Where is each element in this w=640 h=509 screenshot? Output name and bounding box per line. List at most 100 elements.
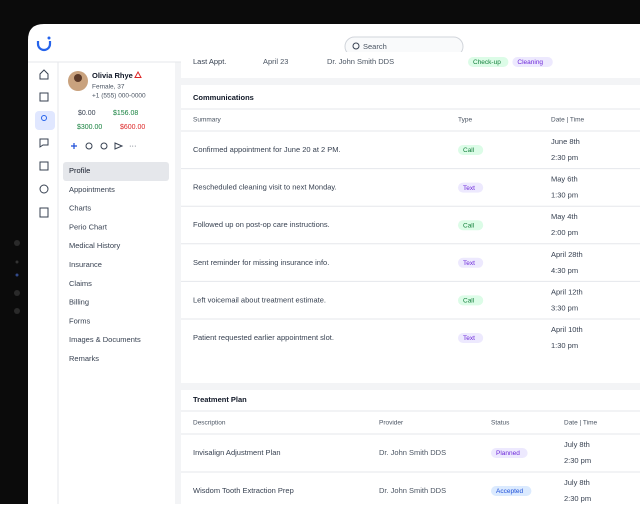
plan-card <box>181 390 640 504</box>
column-header: Date | Time <box>564 420 598 427</box>
summary: Sent reminder for missing insurance info… <box>193 258 329 267</box>
button <box>14 240 20 246</box>
time: 2:00 pm <box>551 228 578 237</box>
appt-card <box>181 52 640 78</box>
send-action[interactable] <box>114 142 124 150</box>
time: 1:30 pm <box>551 341 578 350</box>
nav-item[interactable]: Medical History <box>69 241 121 250</box>
summary: Left voicemail about treatment estimate. <box>193 295 326 304</box>
appt-date: April 23 <box>263 57 288 66</box>
patient-details: Female, 37 <box>92 84 125 91</box>
provider: Dr. John Smith DDS <box>379 486 446 495</box>
column-header: Status <box>491 420 510 427</box>
time: 4:30 pm <box>551 266 578 275</box>
date: May 4th <box>551 212 578 221</box>
home-icon[interactable] <box>39 69 49 80</box>
card-title: Treatment Plan <box>193 395 247 404</box>
nav-active <box>63 162 169 181</box>
tag-label: Text <box>463 335 475 342</box>
nav-item[interactable]: Appointments <box>69 185 115 194</box>
appt-provider: Dr. John Smith DDS <box>327 57 394 66</box>
patient-name: Olivia Rhye <box>92 71 133 80</box>
tag-label: Planned <box>496 450 520 457</box>
date: April 10th <box>551 325 583 334</box>
add-action[interactable] <box>71 143 77 149</box>
tag-label: Text <box>463 185 475 192</box>
more-action[interactable]: ··· <box>129 141 137 150</box>
tag-label: Accepted <box>496 488 523 495</box>
logo-dot <box>47 36 51 40</box>
column-header: Type <box>458 117 472 124</box>
nav-item[interactable]: Claims <box>69 279 92 288</box>
tag <box>458 145 484 155</box>
summary: Patient requested earlier appointment sl… <box>193 333 334 342</box>
tag <box>458 257 484 268</box>
tag <box>512 57 553 67</box>
billing-icon[interactable] <box>39 184 49 194</box>
nav-item[interactable]: Remarks <box>69 354 99 363</box>
chat-icon[interactable] <box>39 138 49 148</box>
button <box>15 260 19 264</box>
nav-item[interactable]: Perio Chart <box>69 222 108 231</box>
tag <box>491 448 528 458</box>
summary: Confirmed appointment for June 20 at 2 P… <box>193 145 341 154</box>
tag-label: Call <box>463 298 475 305</box>
nav-item[interactable]: Forms <box>69 316 90 325</box>
date: May 6th <box>551 175 578 184</box>
tag <box>458 295 484 306</box>
tag-label: Call <box>463 147 475 154</box>
summary: Followed up on post-op care instructions… <box>193 220 330 229</box>
call-action[interactable] <box>100 142 108 150</box>
clipboard-icon[interactable] <box>39 207 49 218</box>
description: Wisdom Tooth Extraction Prep <box>193 486 294 495</box>
patients-icon[interactable] <box>41 115 47 121</box>
calendar-icon[interactable] <box>39 92 49 102</box>
date: July 8th <box>564 478 590 487</box>
time: 1:30 pm <box>551 191 578 200</box>
logo <box>36 41 52 52</box>
column-header: Summary <box>193 117 222 124</box>
time: 3:30 pm <box>551 303 578 312</box>
column-header: Date | Time <box>551 117 585 124</box>
chat-action[interactable] <box>85 142 93 150</box>
date: July 8th <box>564 440 590 449</box>
avatar-hair <box>74 74 82 82</box>
nav-item[interactable]: Charts <box>69 204 91 213</box>
nav-item[interactable]: Profile <box>69 166 90 175</box>
content: Profile Appointments Charts Perio Chart Medi… <box>69 57 640 503</box>
column-header: Description <box>193 420 226 427</box>
alert-icon <box>134 70 142 78</box>
docs-icon[interactable] <box>39 161 49 171</box>
actions: ··· <box>71 141 137 150</box>
search-icon <box>352 42 360 50</box>
tag-label: Call <box>463 222 475 229</box>
appt-label: Last Appt. <box>193 57 226 66</box>
nav-item[interactable]: Images & Documents <box>69 335 141 344</box>
balance: $300.00 <box>77 124 102 131</box>
tag <box>468 57 509 67</box>
nav-item[interactable]: Insurance <box>69 260 102 269</box>
tag <box>458 182 484 193</box>
balance: $0.00 <box>78 110 96 117</box>
nav-item[interactable]: Billing <box>69 298 89 307</box>
date: April 12th <box>551 287 583 296</box>
comm-card <box>181 85 640 383</box>
rail-icons <box>39 69 49 218</box>
summary: Rescheduled cleaning visit to next Monda… <box>193 183 337 192</box>
time: 2:30 pm <box>564 456 591 465</box>
button <box>14 290 20 296</box>
search-placeholder: Search <box>363 42 387 51</box>
patient-phone: +1 (555) 000-0000 <box>92 93 146 100</box>
tag <box>458 333 484 343</box>
button <box>14 308 20 314</box>
column-header: Provider <box>379 420 404 427</box>
tag <box>491 486 532 496</box>
balance: $156.08 <box>113 110 138 117</box>
tag-label: Cleaning <box>517 59 543 66</box>
button <box>15 273 19 277</box>
card-title: Communications <box>193 93 254 102</box>
balance: $600.00 <box>120 124 145 131</box>
time: 2:30 pm <box>551 153 578 162</box>
